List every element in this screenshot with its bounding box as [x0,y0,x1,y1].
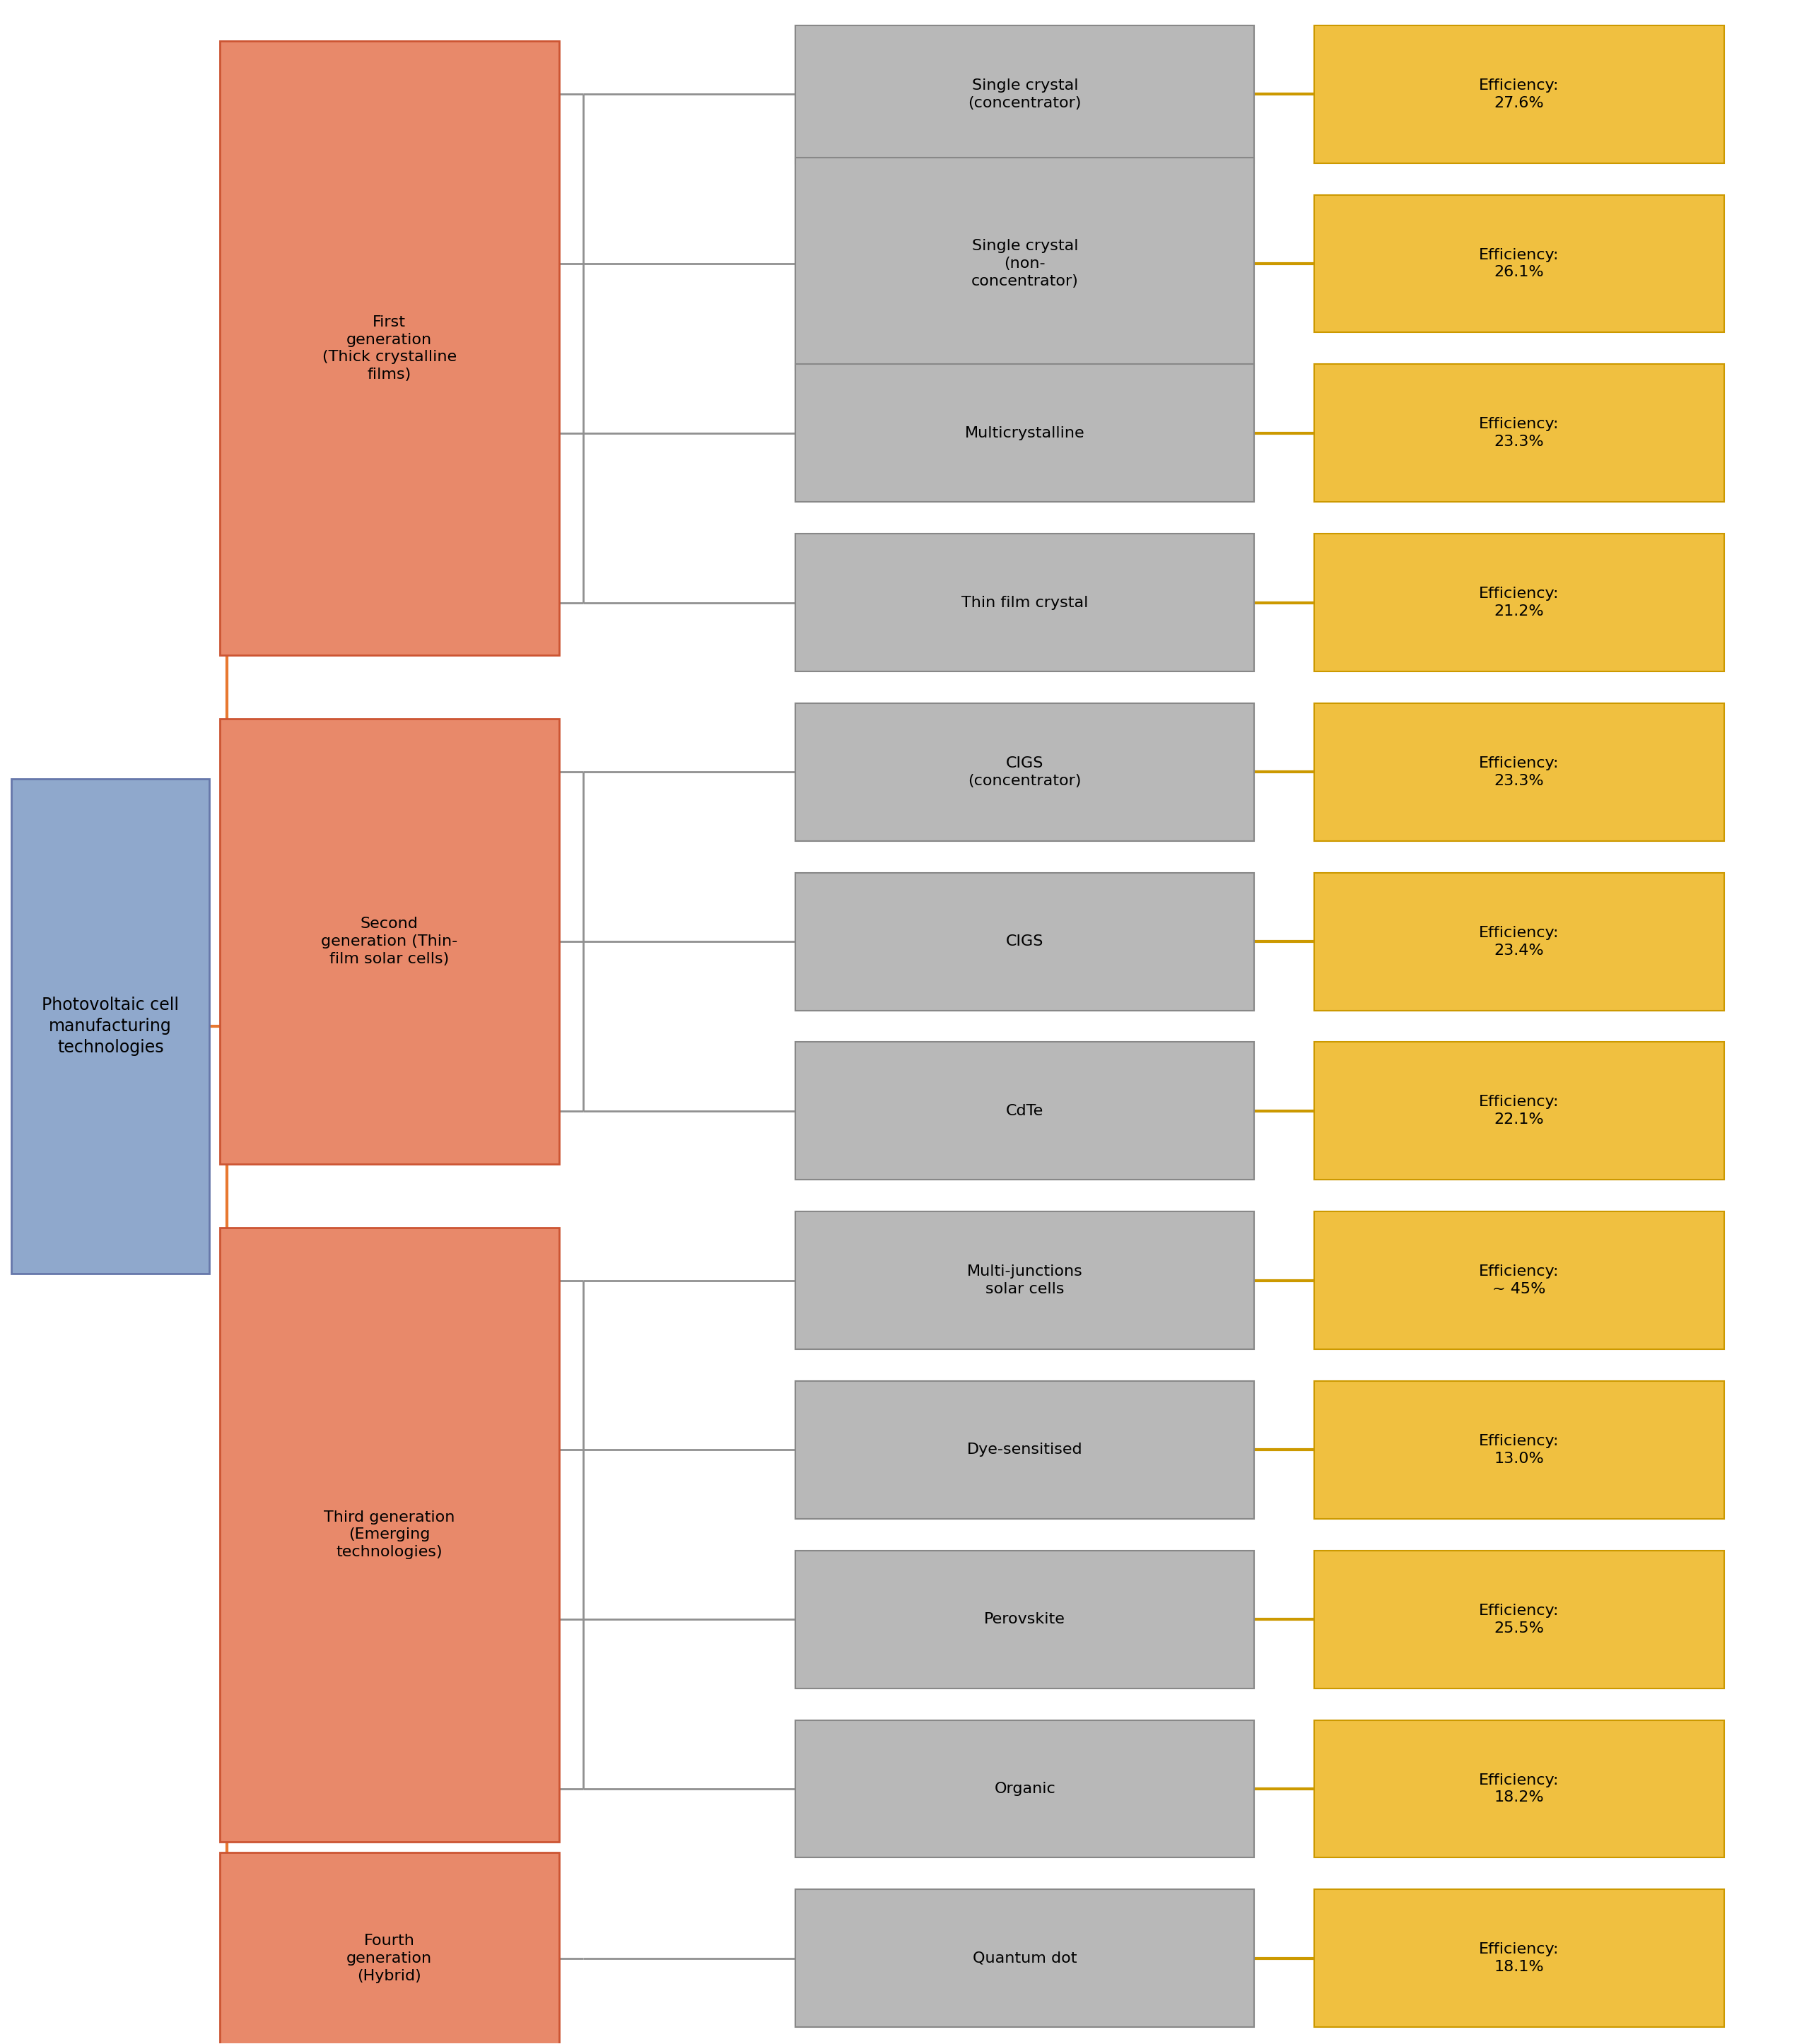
FancyBboxPatch shape [1314,25,1723,164]
FancyBboxPatch shape [796,1382,1254,1519]
FancyBboxPatch shape [1314,703,1723,840]
Text: Efficiency:
23.4%: Efficiency: 23.4% [1479,926,1560,957]
FancyBboxPatch shape [1314,533,1723,670]
Text: Efficiency:
27.6%: Efficiency: 27.6% [1479,78,1560,110]
Text: Perovskite: Perovskite [985,1613,1066,1627]
Text: Organic: Organic [994,1782,1055,1797]
Text: Efficiency:
25.5%: Efficiency: 25.5% [1479,1605,1560,1635]
Text: Efficiency:
23.3%: Efficiency: 23.3% [1479,756,1560,787]
FancyBboxPatch shape [796,25,1254,164]
Text: Multicrystalline: Multicrystalline [965,425,1085,439]
Text: Efficiency:
26.1%: Efficiency: 26.1% [1479,247,1560,280]
FancyBboxPatch shape [1314,1042,1723,1179]
Text: Dye-sensitised: Dye-sensitised [967,1443,1084,1457]
Text: Second
generation (Thin-
film solar cells): Second generation (Thin- film solar cell… [322,918,458,967]
Text: Thin film crystal: Thin film crystal [961,595,1089,609]
Text: First
generation
(Thick crystalline
films): First generation (Thick crystalline film… [322,315,456,382]
Text: Single crystal
(non-
concentrator): Single crystal (non- concentrator) [970,239,1078,288]
FancyBboxPatch shape [796,1889,1254,2028]
FancyBboxPatch shape [796,1212,1254,1349]
Text: Third generation
(Emerging
technologies): Third generation (Emerging technologies) [323,1511,455,1560]
Text: Efficiency:
18.1%: Efficiency: 18.1% [1479,1942,1560,1975]
FancyBboxPatch shape [219,41,559,656]
FancyBboxPatch shape [796,703,1254,840]
Text: CIGS: CIGS [1006,934,1044,948]
Text: CIGS
(concentrator): CIGS (concentrator) [969,756,1082,787]
Text: Efficiency:
18.2%: Efficiency: 18.2% [1479,1772,1560,1805]
FancyBboxPatch shape [796,1719,1254,1858]
FancyBboxPatch shape [1314,1889,1723,2028]
Text: Fourth
generation
(Hybrid): Fourth generation (Hybrid) [347,1934,431,1983]
FancyBboxPatch shape [1314,364,1723,503]
FancyBboxPatch shape [219,1228,559,1842]
Text: Photovoltaic cell
manufacturing
technologies: Photovoltaic cell manufacturing technolo… [41,997,180,1055]
FancyBboxPatch shape [796,364,1254,503]
FancyBboxPatch shape [1314,1551,1723,1688]
FancyBboxPatch shape [1314,1382,1723,1519]
FancyBboxPatch shape [219,1852,559,2044]
FancyBboxPatch shape [796,1551,1254,1688]
FancyBboxPatch shape [11,779,208,1273]
FancyBboxPatch shape [219,719,559,1163]
Text: Efficiency:
13.0%: Efficiency: 13.0% [1479,1435,1560,1466]
Text: CdTe: CdTe [1006,1104,1044,1118]
Text: Efficiency:
22.1%: Efficiency: 22.1% [1479,1096,1560,1126]
FancyBboxPatch shape [1314,873,1723,1010]
Text: Efficiency:
23.3%: Efficiency: 23.3% [1479,417,1560,450]
Text: Multi-junctions
solar cells: Multi-junctions solar cells [967,1265,1084,1296]
FancyBboxPatch shape [1314,1212,1723,1349]
Text: Quantum dot: Quantum dot [972,1952,1076,1966]
Text: Efficiency:
~ 45%: Efficiency: ~ 45% [1479,1265,1560,1296]
FancyBboxPatch shape [1314,194,1723,333]
FancyBboxPatch shape [796,533,1254,670]
FancyBboxPatch shape [796,1042,1254,1179]
FancyBboxPatch shape [1314,1719,1723,1858]
Text: Single crystal
(concentrator): Single crystal (concentrator) [969,78,1082,110]
FancyBboxPatch shape [796,157,1254,370]
FancyBboxPatch shape [796,873,1254,1010]
Text: Efficiency:
21.2%: Efficiency: 21.2% [1479,587,1560,619]
